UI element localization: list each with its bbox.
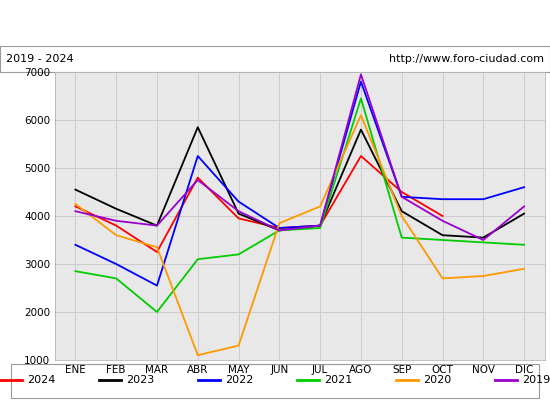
Text: 2021: 2021: [324, 375, 353, 385]
Text: 2019 - 2024: 2019 - 2024: [6, 54, 73, 64]
Text: 2024: 2024: [28, 375, 56, 385]
Text: http://www.foro-ciudad.com: http://www.foro-ciudad.com: [389, 54, 544, 64]
Text: Evolucion Nº Turistas Nacionales en el municipio de Valencia de Alcántara: Evolucion Nº Turistas Nacionales en el m…: [8, 18, 542, 30]
Text: 2022: 2022: [226, 375, 254, 385]
Text: 2019: 2019: [522, 375, 550, 385]
Text: 2023: 2023: [126, 375, 155, 385]
Text: 2020: 2020: [424, 375, 452, 385]
